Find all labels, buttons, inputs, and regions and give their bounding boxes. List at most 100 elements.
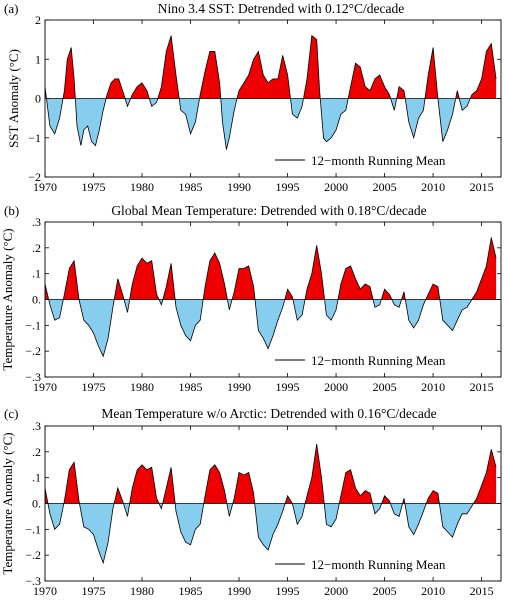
x-tick-label: 1990 <box>227 584 251 598</box>
negative-anomaly-area-1 <box>48 299 64 321</box>
negative-anomaly-area-10 <box>405 98 425 138</box>
y-tick-label: −1 <box>28 131 41 145</box>
negative-anomaly-area-9 <box>324 299 338 321</box>
negative-anomaly-area-10 <box>372 503 382 514</box>
x-tick-label: 2015 <box>470 380 494 394</box>
panel-label: (b) <box>4 203 19 218</box>
positive-anomaly-area-4 <box>130 82 150 99</box>
positive-anomaly-area-3 <box>114 488 124 504</box>
positive-anomaly-area-8 <box>303 35 321 99</box>
x-tick-label: 1980 <box>130 380 154 394</box>
negative-anomaly-area-10 <box>373 299 382 308</box>
x-tick-label: 1995 <box>276 380 300 394</box>
negative-anomaly-area-8 <box>320 98 349 142</box>
positive-anomaly-area-9 <box>305 245 325 300</box>
positive-anomaly-area-4 <box>129 464 159 504</box>
negative-anomaly-area-9 <box>324 503 340 527</box>
x-tick-label: 2015 <box>470 180 494 194</box>
negative-anomaly-area-8 <box>292 503 306 525</box>
chart-panel-2: 1970 1975 1980 1985 1990 1995 2000 2005 2010 2015… <box>0 203 502 394</box>
negative-anomaly-area-13 <box>439 503 474 538</box>
y-tick-label: .1 <box>32 267 41 281</box>
negative-anomaly-area-6 <box>226 503 233 517</box>
positive-anomaly-area-7 <box>232 472 255 504</box>
x-tick-label: 1980 <box>130 584 154 598</box>
chart-panel-3: 1970 1975 1980 1985 1990 1995 2000 2005 2010 2015… <box>0 406 502 598</box>
negative-anomaly-area-12 <box>405 299 426 328</box>
positive-anomaly-area-3 <box>114 278 124 300</box>
negative-anomaly-area-3 <box>123 503 130 517</box>
x-tick-label: 1975 <box>82 380 106 394</box>
negative-anomaly-area-11 <box>437 98 456 142</box>
x-tick-label: 2000 <box>324 584 348 598</box>
positive-anomaly-area-8 <box>284 289 293 300</box>
x-tick-label: 2005 <box>373 584 397 598</box>
positive-anomaly-area-6 <box>203 464 227 504</box>
y-tick-label: 0 <box>35 92 41 106</box>
negative-anomaly-area-2 <box>79 299 115 357</box>
chart-title: Global Mean Temperature: Detrended with … <box>111 203 426 218</box>
positive-anomaly-area-14 <box>471 237 497 300</box>
x-tick-label: 1995 <box>276 180 300 194</box>
y-tick-label: −.1 <box>25 522 41 536</box>
positive-anomaly-area-10 <box>339 469 373 504</box>
y-tick-label: .2 <box>32 241 41 255</box>
negative-anomaly-area-3 <box>124 299 130 313</box>
negative-anomaly-area-12 <box>459 98 471 111</box>
x-tick-label: 1990 <box>227 380 251 394</box>
x-tick-label: 2000 <box>324 180 348 194</box>
negative-anomaly-area-7 <box>255 299 285 349</box>
negative-anomaly-area-5 <box>175 503 204 545</box>
x-tick-label: 1990 <box>227 180 251 194</box>
x-tick-label: 1980 <box>130 180 154 194</box>
y-tick-label: 0. <box>32 497 41 511</box>
positive-anomaly-area-9 <box>305 444 325 504</box>
negative-anomaly-area-7 <box>254 503 286 550</box>
y-tick-label: −.2 <box>25 548 41 562</box>
negative-anomaly-area-2 <box>79 503 115 563</box>
negative-anomaly-area-1 <box>46 98 63 134</box>
legend-label: 12−month Running Mean <box>311 153 446 168</box>
positive-anomaly-area-13 <box>426 490 440 504</box>
y-tick-label: 2 <box>35 13 41 27</box>
positive-anomaly-area-10 <box>338 265 374 300</box>
x-tick-label: 1995 <box>276 584 300 598</box>
negative-anomaly-area-5 <box>179 98 200 134</box>
y-tick-label: 0. <box>32 293 41 307</box>
positive-anomaly-area-11 <box>381 495 391 504</box>
negative-anomaly-area-11 <box>390 503 403 517</box>
x-tick-label: 1975 <box>82 180 106 194</box>
x-tick-label: 1970 <box>33 180 57 194</box>
y-tick-label: −.3 <box>25 574 41 588</box>
y-tick-label: 1 <box>35 52 41 66</box>
legend-label: 12−month Running Mean <box>311 557 446 572</box>
negative-anomaly-area-13 <box>439 299 472 331</box>
y-tick-label: −2 <box>28 170 41 184</box>
x-tick-label: 2015 <box>470 584 494 598</box>
x-tick-label: 1985 <box>179 584 203 598</box>
positive-anomaly-area-7 <box>237 51 291 99</box>
y-tick-label: −.3 <box>25 370 41 384</box>
positive-anomaly-area-14 <box>473 449 497 504</box>
x-tick-label: 1970 <box>33 584 57 598</box>
x-tick-label: 1985 <box>179 180 203 194</box>
positive-anomaly-area-4 <box>129 258 159 300</box>
running-mean-line <box>44 444 497 565</box>
y-tick-label: .1 <box>32 471 41 485</box>
legend-label: 12−month Running Mean <box>311 353 446 368</box>
negative-anomaly-area-12 <box>404 503 427 535</box>
running-mean-line <box>44 34 497 150</box>
y-tick-label: .3 <box>32 419 41 433</box>
chart-panel-1: 1970 1975 1980 1985 1990 1995 2000 2005 2010 2015… <box>4 1 502 194</box>
x-tick-label: 2000 <box>324 380 348 394</box>
negative-anomaly-area-1 <box>47 503 64 530</box>
positive-anomaly-area-13 <box>425 284 440 300</box>
running-mean-line <box>44 237 497 358</box>
positive-anomaly-area-7 <box>232 265 255 300</box>
x-tick-label: 2010 <box>421 584 445 598</box>
negative-anomaly-area-3 <box>125 98 131 107</box>
y-tick-label: −.1 <box>25 318 41 332</box>
panel-label: (a) <box>4 1 18 16</box>
positive-anomaly-area-9 <box>348 63 391 99</box>
